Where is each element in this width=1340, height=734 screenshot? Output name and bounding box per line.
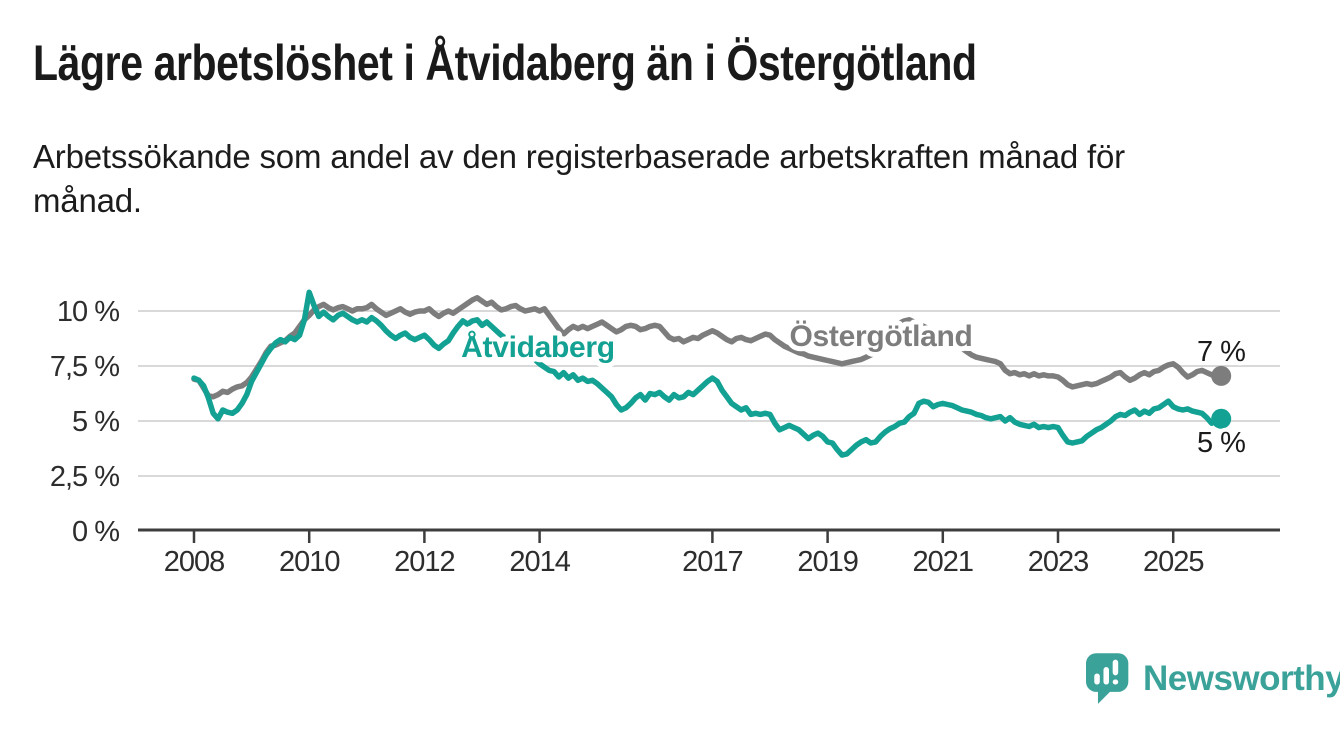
x-tick-label: 2019 [797, 546, 858, 578]
x-tick-label: 2010 [279, 546, 340, 578]
newsworthy-logo-icon [1086, 653, 1129, 704]
x-tick-label: 2008 [164, 546, 225, 578]
unemployment-line-chart: 0 % 2,5 % 5 % 7,5 % 10 % 2008 2010 2012 2014 2017… [50, 289, 1280, 578]
y-tick-label: 7,5 % [50, 351, 119, 383]
series-end-dot-0 [1211, 365, 1232, 386]
logo-exclamation-dot [1112, 679, 1119, 685]
x-tick-label: 2012 [394, 546, 455, 578]
series-line-0 [191, 295, 1224, 400]
logo-bar-short [1094, 673, 1100, 685]
page-subtitle: Arbetssökande som andel av den registerb… [33, 138, 1125, 220]
page-title: Lägre arbetslöshet i Åtvidaberg än i Öst… [33, 35, 977, 91]
x-tick-label: 2023 [1028, 546, 1089, 578]
brand-name: Newsworthy [1143, 659, 1340, 698]
y-tick-label: 2,5 % [50, 461, 119, 493]
y-tick-label: 5 % [72, 406, 119, 438]
x-tick-label: 2021 [913, 546, 974, 578]
series-end-value-label-0: 7 % [1197, 336, 1245, 368]
brand-footer: Newsworthy [1086, 650, 1340, 708]
y-tick-label: 10 % [57, 296, 119, 328]
x-tick-label: 2025 [1143, 546, 1204, 578]
x-tick-label: 2017 [682, 546, 743, 578]
logo-exclamation-bar [1112, 659, 1119, 676]
series-end-value-label-1: 5 % [1197, 427, 1245, 459]
series-label-0: Östergötland [789, 320, 972, 353]
series-label-1: Åtvidaberg [461, 331, 615, 364]
series-line-1 [191, 289, 1224, 458]
logo-bar-tall [1103, 667, 1109, 685]
y-tick-label: 0 % [72, 516, 119, 548]
series-end-dot-1 [1211, 408, 1232, 429]
x-tick-label: 2014 [509, 546, 570, 578]
